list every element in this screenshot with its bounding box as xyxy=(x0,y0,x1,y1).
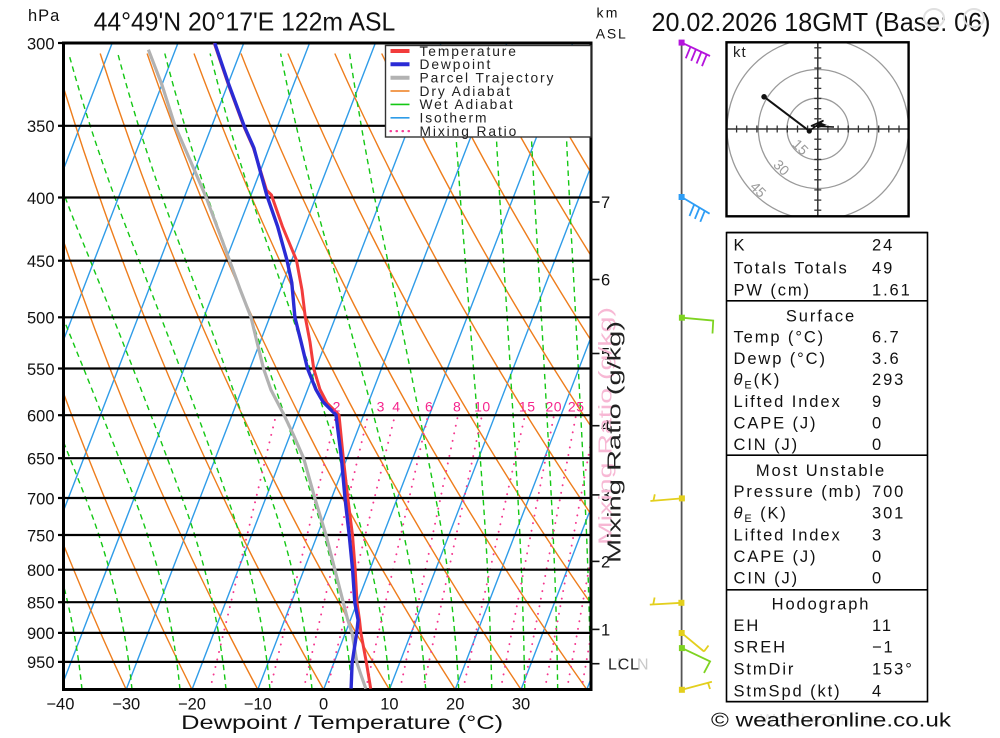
svg-text:Temperature: Temperature xyxy=(420,44,518,59)
svg-text:0: 0 xyxy=(872,436,883,454)
svg-text:CIN (J): CIN (J) xyxy=(734,436,800,454)
svg-text:1.61: 1.61 xyxy=(872,282,912,300)
svg-text:θE (K): θE (K) xyxy=(734,505,788,526)
svg-text:Most Unstable: Most Unstable xyxy=(756,462,886,480)
svg-text:6: 6 xyxy=(601,272,610,290)
svg-text:CIN (J): CIN (J) xyxy=(734,570,800,588)
svg-text:CAPE (J): CAPE (J) xyxy=(734,548,818,566)
svg-text:−10: −10 xyxy=(244,696,272,714)
svg-text:2: 2 xyxy=(601,553,610,571)
svg-text:0: 0 xyxy=(319,696,328,714)
svg-text:4: 4 xyxy=(392,399,400,415)
svg-text:K: K xyxy=(734,236,747,254)
svg-text:Mixing Ratio (g/kg): Mixing Ratio (g/kg) xyxy=(596,307,616,545)
svg-text:700: 700 xyxy=(872,483,905,501)
svg-text:7: 7 xyxy=(601,194,610,212)
svg-text:StmDir: StmDir xyxy=(734,660,796,678)
svg-text:PW (cm): PW (cm) xyxy=(734,282,811,300)
svg-text:−30: −30 xyxy=(112,696,140,714)
svg-text:km: km xyxy=(597,5,620,21)
svg-text:−1: −1 xyxy=(872,638,895,656)
svg-text:15: 15 xyxy=(519,399,536,415)
svg-text:20: 20 xyxy=(446,696,464,714)
svg-text:Dewpoint: Dewpoint xyxy=(420,57,493,72)
svg-text:0: 0 xyxy=(872,414,883,432)
svg-text:650: 650 xyxy=(27,451,55,469)
svg-text:Dewp (°C): Dewp (°C) xyxy=(734,350,827,368)
svg-text:300: 300 xyxy=(27,35,55,53)
svg-text:0: 0 xyxy=(872,548,883,566)
svg-text:3: 3 xyxy=(872,527,883,545)
svg-text:153°: 153° xyxy=(872,660,914,678)
svg-text:9: 9 xyxy=(872,393,883,411)
svg-text:20.02.2026 18GMT (Base: 06): 20.02.2026 18GMT (Base: 06) xyxy=(652,7,991,37)
svg-text:WeatherOnline: WeatherOnline xyxy=(760,712,879,729)
svg-text:ASL: ASL xyxy=(596,26,628,42)
svg-text:0: 0 xyxy=(872,570,883,588)
svg-text:6.7: 6.7 xyxy=(872,328,901,346)
svg-text:−40: −40 xyxy=(46,696,74,714)
svg-text:LCL: LCL xyxy=(608,657,640,674)
svg-text:20: 20 xyxy=(546,399,563,415)
svg-text:44°49'N 20°17'E 122m ASL: 44°49'N 20°17'E 122m ASL xyxy=(94,7,396,37)
svg-text:N: N xyxy=(637,657,649,674)
svg-text:700: 700 xyxy=(27,490,55,508)
svg-text:θE(K): θE(K) xyxy=(734,371,782,392)
svg-text:Hodograph: Hodograph xyxy=(772,596,871,614)
svg-text:10: 10 xyxy=(380,696,398,714)
svg-text:Lifted Index: Lifted Index xyxy=(734,527,842,545)
svg-text:11: 11 xyxy=(872,617,893,635)
svg-text:30: 30 xyxy=(512,696,530,714)
svg-text:1: 1 xyxy=(601,621,610,639)
svg-text:10: 10 xyxy=(474,399,491,415)
svg-text:Mixing Ratio (g/kg): Mixing Ratio (g/kg) xyxy=(605,321,625,563)
svg-text:293: 293 xyxy=(872,371,905,389)
svg-text:Wet Adiabat: Wet Adiabat xyxy=(420,97,515,112)
svg-text:Parcel Trajectory: Parcel Trajectory xyxy=(420,71,556,86)
svg-text:8: 8 xyxy=(453,399,461,415)
svg-text:301: 301 xyxy=(872,505,905,523)
svg-text:hPa: hPa xyxy=(28,7,60,25)
svg-text:950: 950 xyxy=(27,654,55,672)
svg-text:© weatheronline.co.uk: © weatheronline.co.uk xyxy=(711,710,951,732)
svg-text:3: 3 xyxy=(377,399,385,415)
svg-text:6: 6 xyxy=(425,399,433,415)
svg-text:49: 49 xyxy=(872,260,894,278)
svg-text:25: 25 xyxy=(568,399,585,415)
svg-text:Lifted Index: Lifted Index xyxy=(734,393,842,411)
svg-text:−20: −20 xyxy=(178,696,206,714)
svg-text:StmSpd (kt): StmSpd (kt) xyxy=(734,682,842,700)
svg-text:350: 350 xyxy=(27,118,55,136)
svg-text:3: 3 xyxy=(601,487,610,505)
svg-text:600: 600 xyxy=(27,408,55,426)
svg-text:Dewpoint / Temperature (°C): Dewpoint / Temperature (°C) xyxy=(181,712,503,733)
svg-text:EH: EH xyxy=(734,617,761,635)
svg-text:Pressure (mb): Pressure (mb) xyxy=(734,483,863,501)
svg-text:3.6: 3.6 xyxy=(872,350,901,368)
svg-text:550: 550 xyxy=(27,361,55,379)
svg-text:Mixing Ratio: Mixing Ratio xyxy=(420,124,519,139)
svg-text:850: 850 xyxy=(27,595,55,613)
svg-text:kt: kt xyxy=(733,44,747,61)
svg-text:Isotherm: Isotherm xyxy=(420,111,489,126)
svg-text:2: 2 xyxy=(333,399,341,415)
svg-text:4: 4 xyxy=(601,418,610,436)
svg-text:I: I xyxy=(617,657,621,674)
svg-text:750: 750 xyxy=(27,527,55,545)
svg-text:800: 800 xyxy=(27,562,55,580)
svg-text:450: 450 xyxy=(27,253,55,271)
svg-text:CAPE (J): CAPE (J) xyxy=(734,414,818,432)
svg-text:SREH: SREH xyxy=(734,638,787,656)
svg-text:Totals Totals: Totals Totals xyxy=(734,260,849,278)
svg-text:24: 24 xyxy=(872,236,894,254)
svg-text:400: 400 xyxy=(27,190,55,208)
svg-text:Surface: Surface xyxy=(786,307,856,325)
svg-text:Temp (°C): Temp (°C) xyxy=(734,328,826,346)
svg-text:4: 4 xyxy=(872,682,883,700)
svg-text:500: 500 xyxy=(27,310,55,328)
svg-text:Dry Adiabat: Dry Adiabat xyxy=(420,84,512,99)
svg-text:900: 900 xyxy=(27,625,55,643)
svg-text:5: 5 xyxy=(601,346,610,364)
